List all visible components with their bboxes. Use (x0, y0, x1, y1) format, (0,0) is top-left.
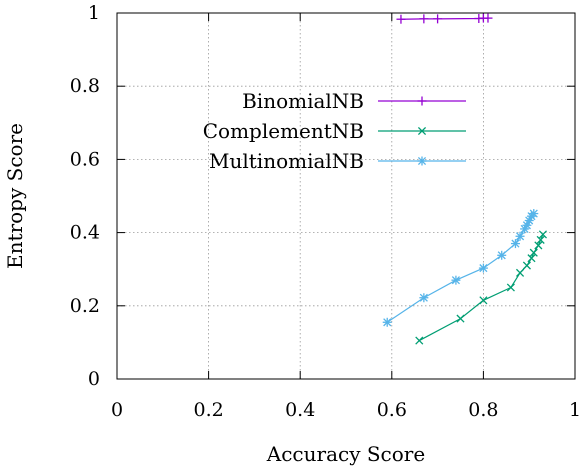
data-point-multinomialnb (497, 250, 507, 260)
axis-ticks (116, 12, 576, 380)
legend-label: BinomialNB (242, 89, 364, 113)
y-tick-labels: 0 0.2 0.4 0.6 0.8 1 (70, 2, 100, 390)
legend-label: ComplementNB (203, 119, 364, 143)
data-point-multinomialnb (520, 224, 530, 234)
data-point-complementnb (515, 268, 525, 277)
legend-marker (417, 126, 427, 136)
data-point-multinomialnb (515, 231, 525, 241)
data-point-complementnb (415, 336, 424, 345)
series-binomialnb (396, 13, 493, 24)
y-tick-label: 0 (88, 368, 100, 390)
data-point-binomialnb (483, 13, 493, 23)
data-point-multinomialnb (529, 209, 539, 219)
legend: BinomialNB ComplementNB MultinomialNB (203, 89, 466, 173)
series-line-complementnb (418, 234, 544, 342)
x-tick-label: 0.4 (285, 399, 315, 421)
x-tick-labels: 0 0.2 0.4 0.6 0.8 1 (111, 399, 581, 421)
y-tick-label: 0.4 (70, 222, 100, 244)
data-point-complementnb (522, 261, 531, 270)
x-tick-label: 0 (111, 399, 123, 421)
x-tick-label: 0.8 (468, 399, 498, 421)
legend-marker (417, 156, 427, 166)
data-point-binomialnb (396, 14, 406, 24)
grid-lines (117, 13, 575, 379)
data-point-multinomialnb (510, 239, 520, 249)
data-point-complementnb (506, 283, 515, 292)
x-axis-label: Accuracy Score (266, 442, 425, 466)
legend-label: MultinomialNB (209, 149, 364, 173)
data-point-multinomialnb (524, 216, 534, 226)
y-tick-label: 0.8 (70, 75, 100, 97)
series-multinomialnb (382, 209, 539, 327)
data-point-multinomialnb (451, 275, 461, 285)
x-tick-label: 0.2 (193, 399, 223, 421)
data-point-multinomialnb (382, 317, 392, 327)
x-tick-label: 1 (569, 399, 581, 421)
data-point-complementnb (536, 235, 545, 244)
data-point-complementnb (479, 296, 488, 305)
data-point-multinomialnb (478, 263, 488, 273)
data-point-complementnb (527, 254, 536, 263)
x-tick-label: 0.6 (377, 399, 407, 421)
data-point-complementnb (538, 230, 547, 239)
data-point-complementnb (456, 314, 465, 323)
y-tick-label: 0.2 (70, 295, 100, 317)
legend-marker (417, 96, 427, 106)
plot-frame (116, 12, 576, 380)
y-tick-label: 1 (88, 2, 100, 24)
data-point-binomialnb (419, 14, 429, 24)
series-layer (382, 13, 547, 345)
legend-item-complementnb: ComplementNB (203, 119, 466, 143)
y-tick-label: 0.6 (70, 148, 100, 170)
data-point-multinomialnb (419, 293, 429, 303)
series-complementnb (415, 230, 547, 345)
legend-item-binomialnb: BinomialNB (242, 89, 466, 113)
legend-item-multinomialnb: MultinomialNB (209, 149, 466, 173)
y-axis-label: Entropy Score (3, 123, 27, 269)
data-point-complementnb (534, 241, 543, 250)
data-point-binomialnb (433, 14, 443, 24)
data-point-complementnb (529, 248, 538, 257)
